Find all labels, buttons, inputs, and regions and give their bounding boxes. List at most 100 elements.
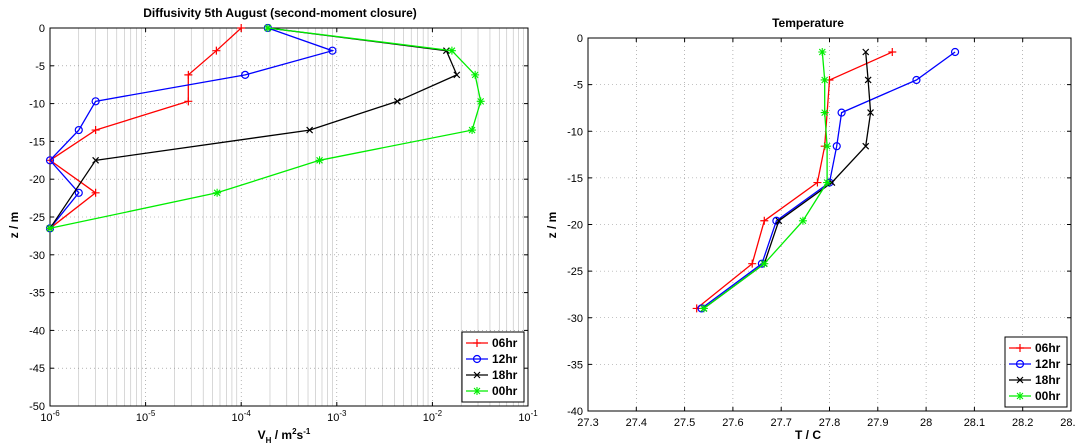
legend-box [1004,336,1068,408]
legend: 06hr 12hr 18hr 00hr [461,331,525,403]
legend-label: 12hr [492,352,518,366]
y-tick-label: -25 [567,266,583,278]
data-point [212,46,221,55]
legend-marker [1016,392,1024,400]
legend-box [461,331,525,403]
data-point [888,47,897,56]
y-tick-label: -45 [29,363,45,375]
grid [587,37,1072,412]
series-line [49,27,335,229]
data-point [237,24,246,32]
x-tick-label: 28.3 [1060,417,1075,429]
data-point [442,47,450,55]
x-tick-label: 10-2 [423,409,443,424]
data-point [184,97,193,106]
data-point [864,76,872,84]
data-point [306,126,314,134]
series-00hr [46,24,485,233]
legend-label: 12hr [1035,357,1061,371]
x-tick-label: 27.3 [577,417,598,429]
data-point [692,304,701,313]
legend-label: 18hr [1035,373,1061,387]
series-line [696,51,893,309]
data-point [263,24,272,32]
y-tick-label: -40 [567,406,583,418]
data-point [476,97,485,106]
data-point [832,142,841,151]
data-point [46,224,54,233]
x-tick-label: 10-3 [327,409,347,424]
legend-marker [1016,376,1024,384]
data-point [818,47,827,56]
y-axis-label: z / m [545,212,559,239]
x-tick-label: 27.9 [867,417,888,429]
y-tick-label: -15 [567,173,583,185]
x-tick-label: 28.1 [964,417,985,429]
data-point [760,259,769,268]
data-point [91,126,100,135]
grid [49,27,529,407]
series-line [703,51,828,309]
data-point [471,70,480,79]
x-tick-label: 28 [920,417,932,429]
y-tick-label: -5 [35,61,45,73]
y-tick-label: -35 [29,288,45,300]
y-tick-label: 0 [39,23,45,35]
legend-label: 06hr [492,336,518,350]
series-18hr [46,24,461,232]
data-point [760,216,769,225]
data-point [828,179,836,186]
y-tick-label: -15 [29,136,45,148]
data-point [820,108,829,117]
data-point [912,75,921,85]
x-tick-label: 10-4 [232,409,252,424]
x-tick-label: 10-1 [518,409,538,424]
legend: 06hr 12hr 18hr 00hr [1004,336,1068,408]
legend-label: 06hr [1035,341,1061,355]
data-point [862,48,870,56]
legend-label: 00hr [492,384,518,398]
series-00hr [699,47,832,313]
series-line [48,27,242,229]
x-tick-label: 27.6 [722,417,743,429]
data-point [775,217,783,225]
legend-marker [473,339,481,347]
data-point [184,70,193,79]
data-point [823,178,832,187]
series-line [703,51,872,309]
legend-marker [1015,359,1025,369]
data-point [92,156,100,164]
series-line [49,27,458,229]
x-tick-label: 10-5 [136,409,156,424]
data-point [447,46,456,55]
data-point [453,71,461,79]
data-point [328,46,337,55]
diffusivity-chart: Diffusivity 5th August (second-moment cl… [7,6,538,445]
temperature-chart: Temperature z / m T / C 27.3 27.4 27.5 27.6… [545,16,1075,442]
y-axis-label: z / m [7,212,21,239]
data-point [74,125,83,135]
y-tick-label: -50 [29,401,45,413]
y-tick-label: -5 [573,80,583,92]
x-axis-label: VH / m2s-1 [258,427,311,445]
legend-marker [473,387,481,395]
chart-title: Temperature [772,16,844,30]
data-point [468,126,477,135]
y-tick-label: 0 [577,33,583,45]
x-tick-label: 27.7 [770,417,791,429]
data-point [820,75,829,84]
x-tick-label: 10-6 [40,409,60,424]
data-point [213,188,222,197]
data-point [45,156,55,165]
legend-marker [473,371,481,379]
data-point [241,70,250,79]
y-tick-label: -20 [567,220,583,232]
data-point [74,188,83,197]
y-tick-label: -40 [29,325,45,337]
data-point [315,156,324,165]
plot-frame [49,27,529,407]
series-06hr [692,47,897,313]
y-tick-label: -25 [29,212,45,224]
series-18hr [700,48,874,312]
